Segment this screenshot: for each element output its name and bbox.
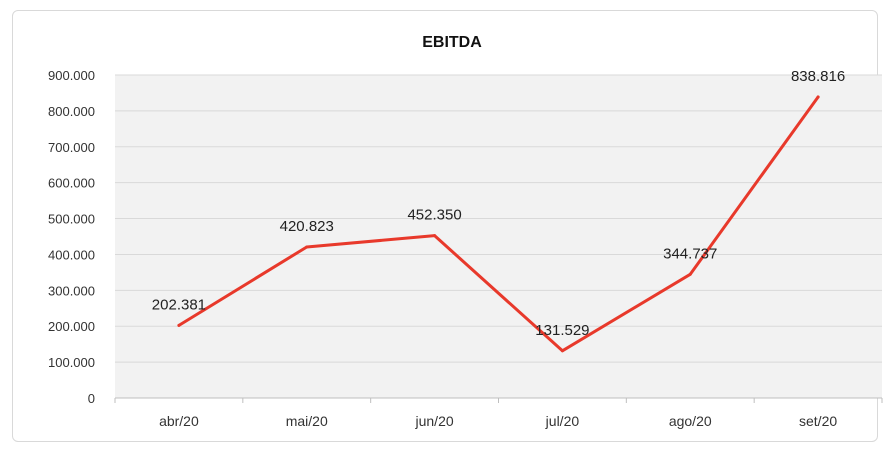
y-tick-label: 200.000 [48,319,95,334]
y-tick-label: 700.000 [48,140,95,155]
y-tick-label: 500.000 [48,212,95,227]
data-label: 202.381 [152,296,206,313]
data-point [433,234,437,238]
series-line [177,95,820,353]
x-tick-label: ago/20 [669,413,712,429]
data-label: 452.350 [407,207,461,224]
x-tick-label: set/20 [799,413,837,429]
y-tick-label: 900.000 [48,68,95,83]
data-labels: 202.381 420.823 452.350 131.529 344.737 838.8… [152,68,845,339]
x-tick-label: mai/20 [286,413,328,429]
y-tick-label: 600.000 [48,176,95,191]
gridlines [115,74,882,363]
data-point [688,272,692,276]
y-tick-label: 100.000 [48,355,95,370]
y-tick-label: 0 [88,391,95,406]
data-point [305,245,309,249]
series-group [177,95,820,353]
plot-area [115,75,882,398]
x-tick-label: jul/20 [545,413,580,429]
data-point [177,323,181,327]
x-tick-label: abr/20 [159,413,199,429]
data-point [816,95,820,99]
data-label: 344.737 [663,245,717,262]
y-axis: 0 100.000 200.000 300.000 400.000 500.000 600.… [48,68,95,406]
data-label: 131.529 [535,322,589,339]
y-tick-label: 400.000 [48,247,95,262]
y-tick-label: 800.000 [48,104,95,119]
x-tick-label: jun/20 [415,413,454,429]
x-axis: abr/20 mai/20 jun/20 jul/20 ago/20 set/20 [114,397,883,429]
data-label: 838.816 [791,68,845,85]
data-point [560,349,564,353]
chart-title: EBITDA [422,34,482,51]
data-label: 420.823 [280,218,334,235]
y-tick-label: 300.000 [48,283,95,298]
